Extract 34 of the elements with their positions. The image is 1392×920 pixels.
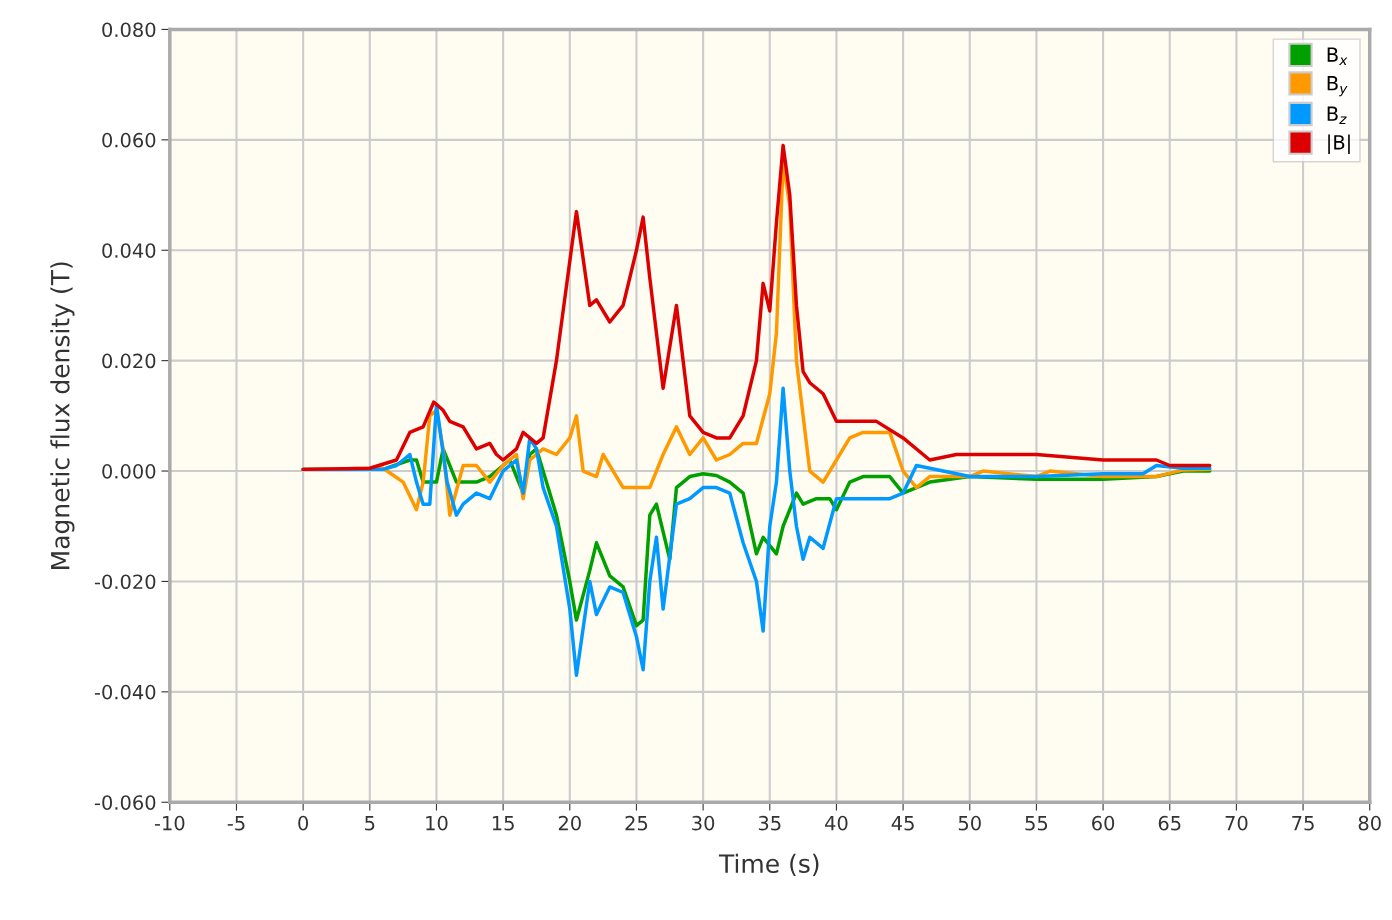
- x-tick-label: 60: [1092, 815, 1115, 831]
- y-tick-label: 0.060: [102, 132, 156, 148]
- x-tick-label: 65: [1158, 815, 1181, 831]
- x-axis-title: Time (s): [718, 853, 819, 876]
- x-tick-label: 35: [758, 815, 781, 831]
- x-tick-label: 80: [1358, 815, 1381, 831]
- y-tick-label: 0.080: [102, 22, 156, 38]
- legend-label: B$_{y}$: [1327, 76, 1348, 97]
- y-tick-label: 0.040: [102, 243, 156, 258]
- y-tick-label: -0.060: [94, 795, 156, 810]
- y-axis-title: Magnetic flux density (T): [50, 262, 75, 569]
- x-tick-label: 40: [825, 815, 848, 831]
- x-tick-label: 25: [625, 815, 648, 831]
- line-series: [301, 143, 1212, 472]
- x-tick-label: 0: [298, 815, 309, 831]
- y-tick-label: -0.040: [94, 684, 156, 700]
- y-tick-label: 0.000: [102, 464, 156, 479]
- x-tick-label: 20: [558, 815, 581, 831]
- x-tick-label: 15: [492, 816, 514, 831]
- legend-label: |B|: [1328, 134, 1350, 154]
- x-tick-label: 10: [426, 815, 448, 831]
- legend-label: B$_{x}$: [1327, 47, 1348, 65]
- x-tick-label: 45: [891, 816, 914, 831]
- x-tick-label: 5: [365, 816, 375, 831]
- y-tick-label: -0.020: [94, 574, 156, 590]
- legend-label: B$_{z}$: [1327, 106, 1347, 124]
- y-tick-label: 0.020: [102, 353, 156, 369]
- x-tick-label: 50: [958, 815, 981, 831]
- x-tick-label: 75: [1292, 816, 1314, 831]
- x-tick-label: 70: [1225, 815, 1248, 831]
- x-tick-label: -10: [154, 815, 185, 831]
- x-tick-label: 30: [692, 815, 715, 831]
- x-tick-label: -5: [227, 816, 245, 831]
- x-tick-label: 55: [1025, 816, 1048, 831]
